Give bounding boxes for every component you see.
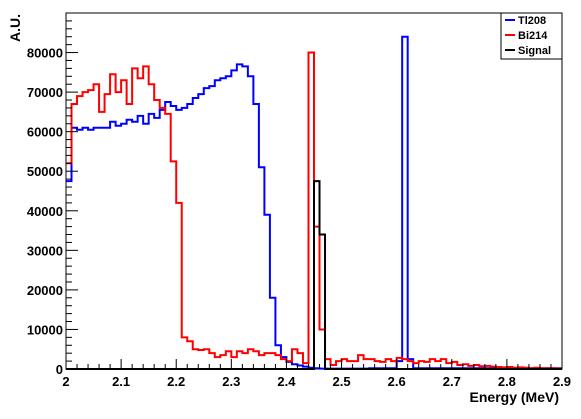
x-axis-label: Energy (MeV) bbox=[470, 389, 559, 405]
legend-label-tl208: Tl208 bbox=[518, 15, 546, 27]
x-tick-label: 2 bbox=[62, 374, 69, 389]
y-tick-label: 0 bbox=[56, 362, 63, 377]
y-axis-label: A.U. bbox=[7, 14, 23, 42]
x-tick-label: 2.5 bbox=[333, 374, 351, 389]
labels-layer: 2 2.1 2.2 2.3 2.4 2.5 2.6 2.7 2.8 2.9 0 10000 20000 3… bbox=[27, 46, 571, 389]
y-tick-label: 20000 bbox=[27, 283, 63, 298]
x-tick-label: 2.7 bbox=[443, 374, 461, 389]
x-tick-label: 2.4 bbox=[277, 374, 296, 389]
y-tick-label: 70000 bbox=[27, 85, 63, 100]
legend-label-signal: Signal bbox=[518, 45, 551, 57]
series-signal-line bbox=[66, 180, 562, 370]
y-tick-label: 80000 bbox=[27, 46, 63, 61]
legend: Tl208 Bi214 Signal bbox=[500, 12, 563, 60]
legend-label-bi214: Bi214 bbox=[518, 30, 548, 42]
x-tick-label: 2.1 bbox=[112, 374, 130, 389]
x-tick-label: 2.8 bbox=[498, 374, 516, 389]
y-tick-label: 50000 bbox=[27, 164, 63, 179]
y-tick-label: 10000 bbox=[27, 322, 63, 337]
x-tick-label: 2.6 bbox=[388, 374, 406, 389]
y-tick-label: 30000 bbox=[27, 243, 63, 258]
x-tick-label: 2.9 bbox=[553, 374, 571, 389]
x-tick-label: 2.3 bbox=[222, 374, 240, 389]
y-tick-label: 40000 bbox=[27, 204, 63, 219]
axes-layer bbox=[65, 20, 563, 370]
x-tick-label: 2.2 bbox=[167, 374, 185, 389]
y-tick-label: 60000 bbox=[27, 125, 63, 140]
